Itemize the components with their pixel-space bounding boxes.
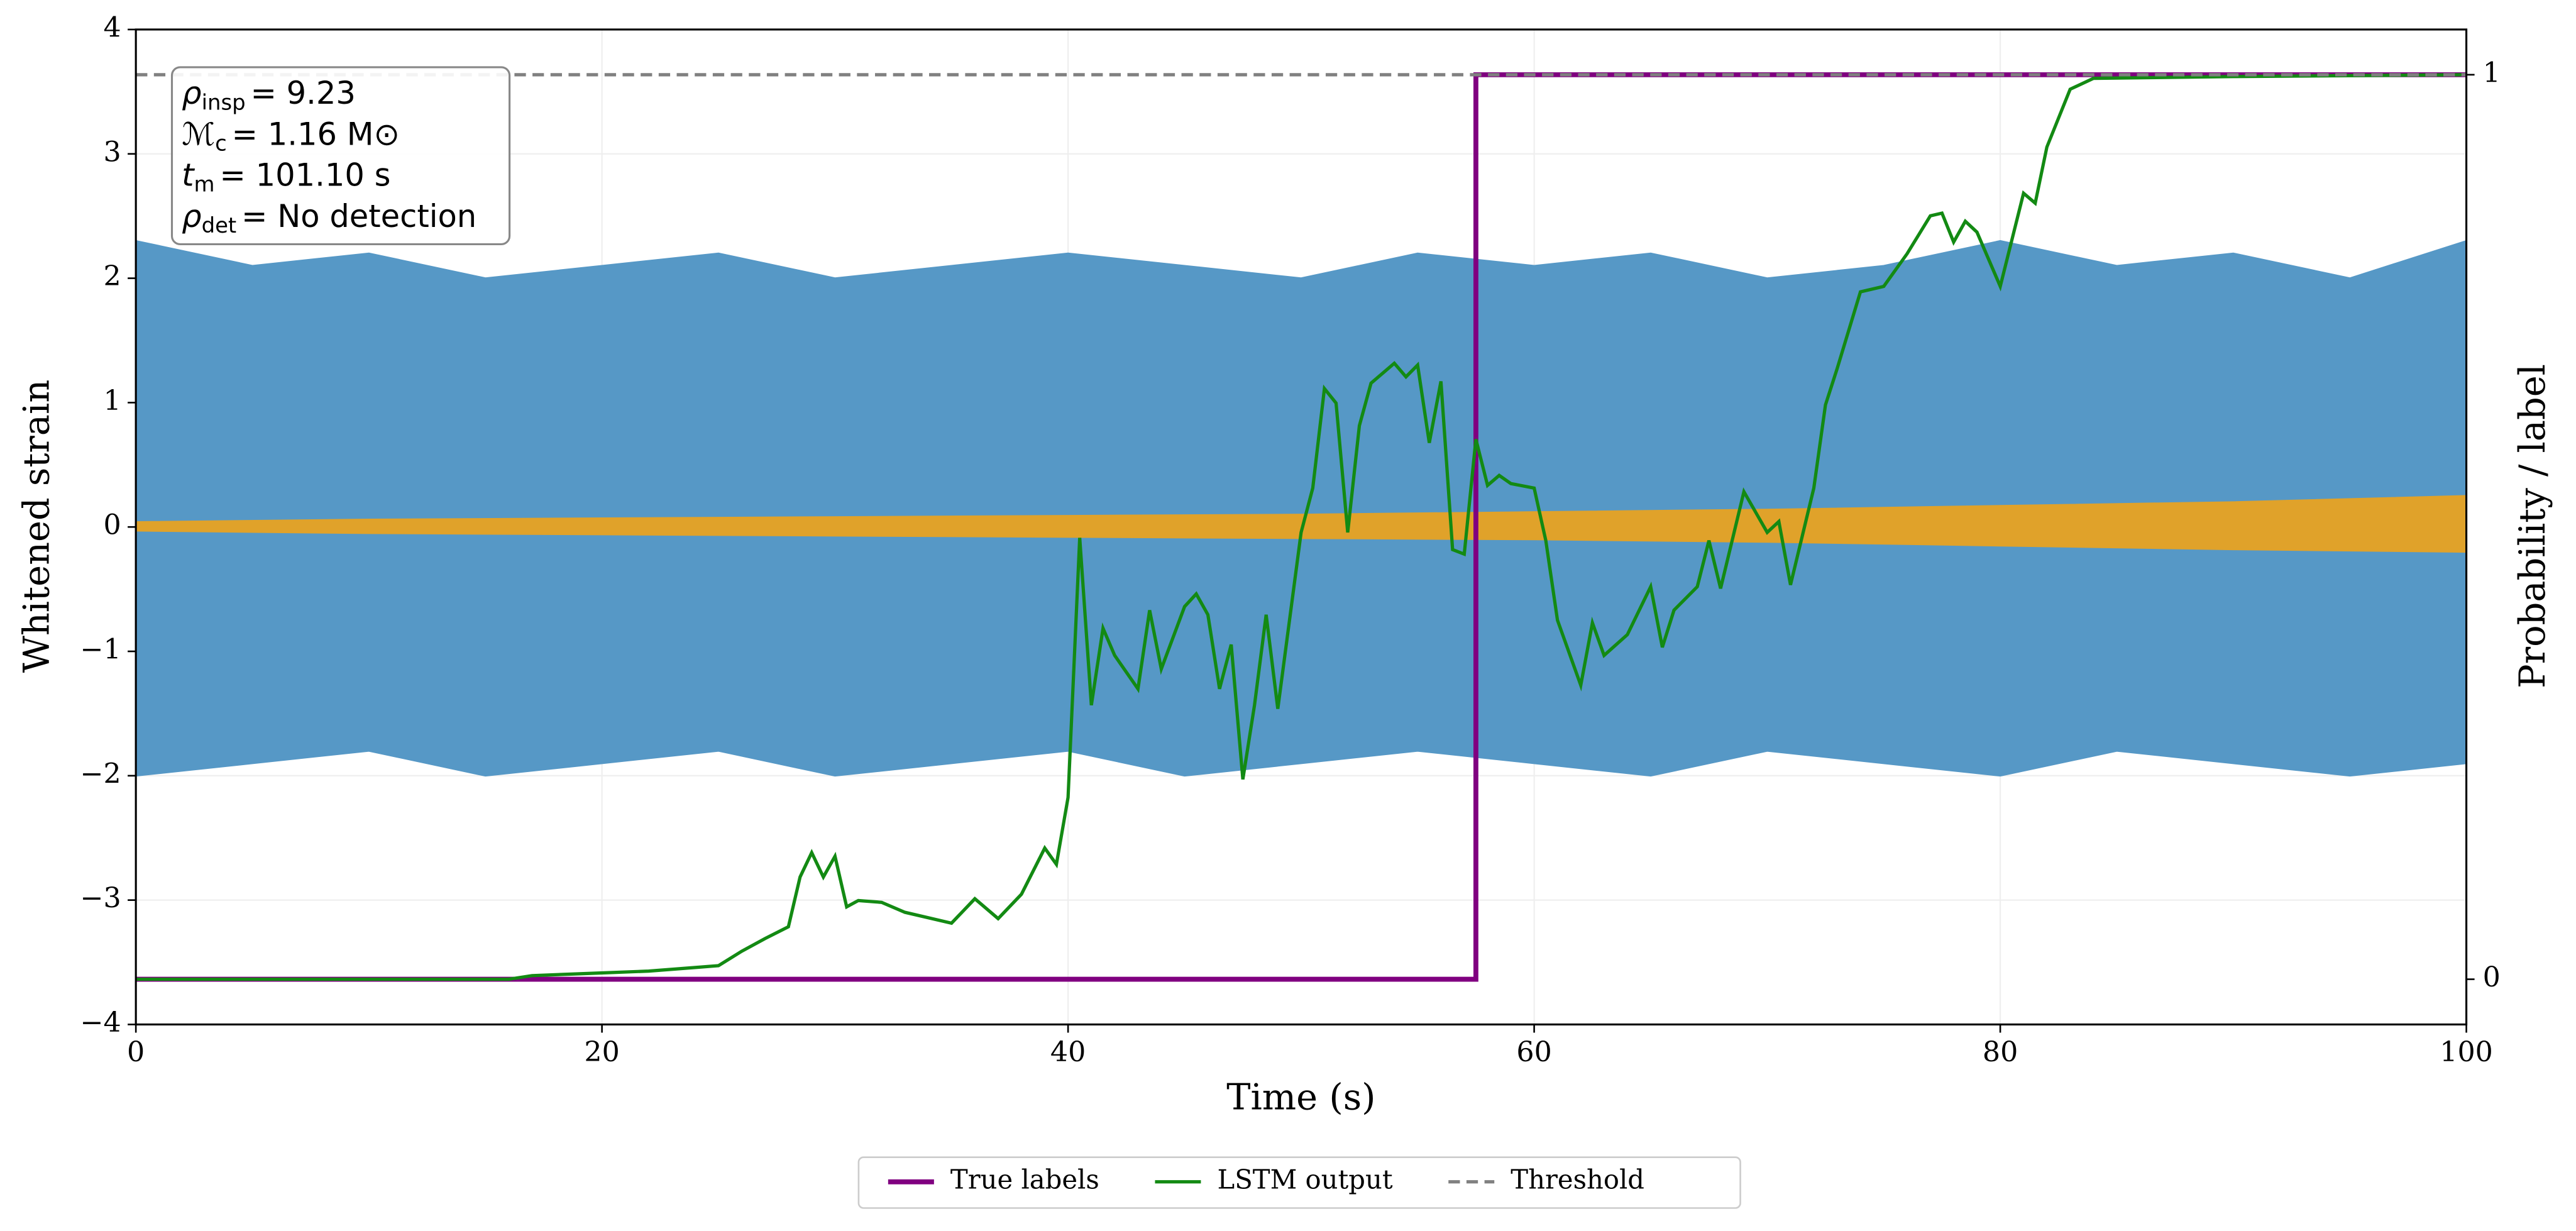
x-tick-label: 100 (2440, 1036, 2493, 1068)
legend-label: True labels (950, 1164, 1099, 1195)
y-tick-label: −3 (80, 882, 121, 914)
x-axis-label: Time (s) (1226, 1076, 1375, 1118)
annotation-text: = No detection (241, 197, 476, 234)
annotation-symbol: t (182, 157, 195, 193)
x-tick-label: 40 (1050, 1036, 1086, 1068)
y2-axis-label: Probability / label (2511, 364, 2553, 688)
y-tick-label: 4 (103, 11, 121, 43)
annotation-text: = 101.10 s (219, 157, 390, 193)
annotation-subscript: det (202, 213, 237, 237)
annotation-subscript: m (194, 172, 215, 196)
annotation-line: ρdet = No detection (182, 197, 476, 237)
y-tick-label: −1 (80, 634, 121, 666)
annotation-text: = 9.23 (250, 75, 355, 111)
y-tick-label: 0 (103, 509, 121, 541)
legend-label: LSTM output (1218, 1164, 1393, 1195)
y-axis-label: Whitened strain (15, 380, 57, 673)
plot-area (135, 72, 2467, 982)
annotation-symbol: ρ (182, 75, 201, 111)
annotation-subscript: c (215, 131, 227, 155)
y-tick-label: 2 (103, 260, 121, 292)
x-tick-label: 60 (1516, 1036, 1551, 1068)
annotation-line: ρinsp = 9.23 (182, 75, 356, 114)
annotation-line: ℳc = 1.16 M⊙ (182, 116, 400, 155)
x-tick-label: 20 (584, 1036, 619, 1068)
series-line (136, 72, 2467, 982)
annotation-line: tm = 101.10 s (182, 157, 390, 196)
y-tick-label: 1 (103, 385, 121, 417)
y-tick-label: −4 (80, 1007, 121, 1039)
legend-label: Threshold (1511, 1164, 1644, 1195)
annotation-symbol: ℳ (182, 116, 215, 152)
x-tick-label: 80 (1983, 1036, 2018, 1068)
annotation-symbol: ρ (182, 197, 201, 234)
legend: True labels LSTM output Threshold (857, 1156, 1741, 1209)
annotation-text: = 1.16 M⊙ (232, 116, 400, 152)
y2-tick-label: 0 (2483, 961, 2501, 993)
annotation-box (170, 66, 511, 246)
series-line (136, 73, 2467, 981)
legend-box (857, 1156, 1741, 1209)
annotation-subscript: insp (202, 90, 246, 114)
y2-tick-label: 1 (2483, 57, 2501, 89)
y-tick-label: −2 (80, 758, 121, 790)
y-tick-label: 3 (103, 136, 121, 168)
x-tick-label: 0 (127, 1036, 145, 1068)
